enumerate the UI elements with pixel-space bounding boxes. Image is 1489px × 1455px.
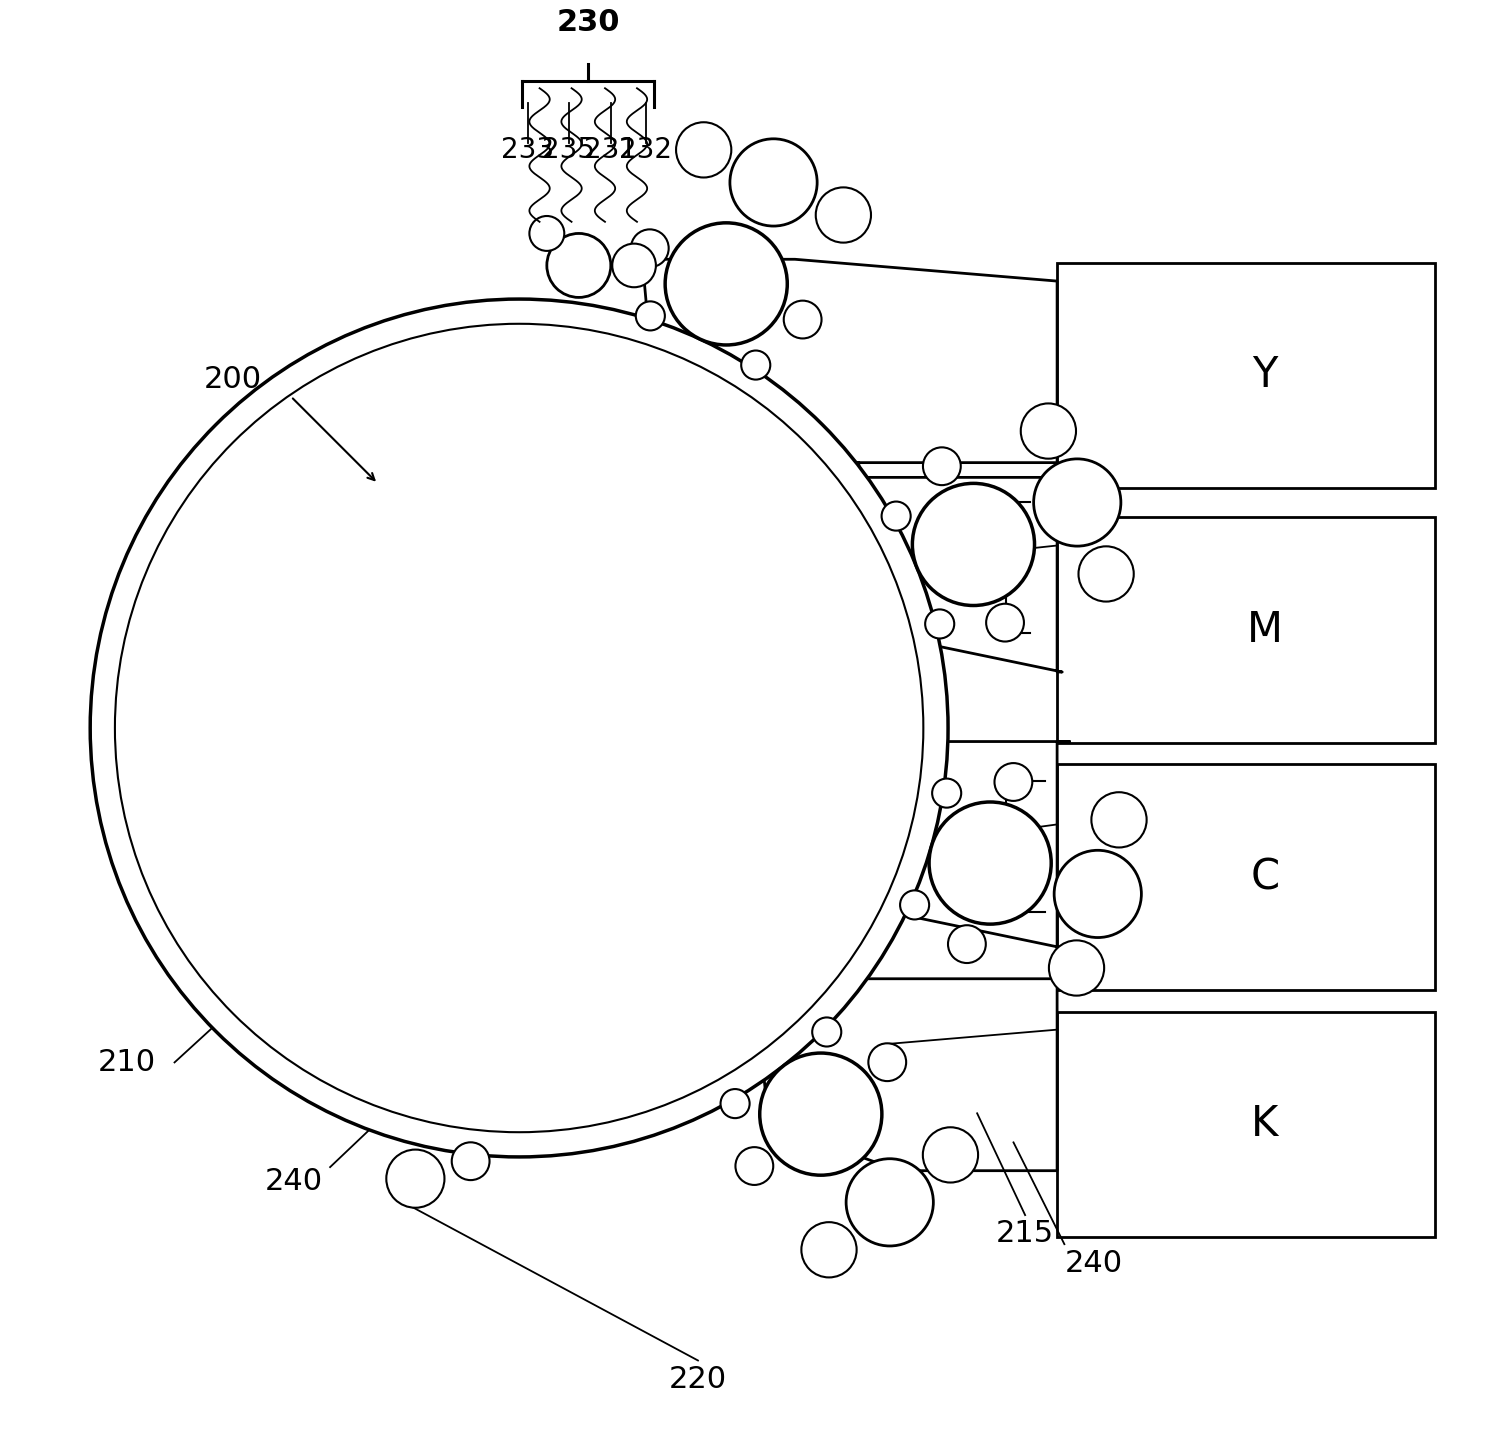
Circle shape — [986, 604, 1024, 642]
Circle shape — [1078, 546, 1133, 601]
Text: Y: Y — [1252, 355, 1278, 396]
Circle shape — [546, 233, 610, 297]
Text: 231: 231 — [584, 137, 637, 164]
Circle shape — [925, 610, 954, 639]
Circle shape — [759, 1053, 881, 1176]
Circle shape — [1091, 792, 1147, 847]
Text: 230: 230 — [557, 9, 619, 38]
Circle shape — [913, 483, 1035, 605]
Circle shape — [386, 1149, 444, 1208]
Text: K: K — [1251, 1103, 1279, 1145]
Circle shape — [783, 301, 822, 339]
Circle shape — [612, 243, 655, 287]
Circle shape — [923, 447, 960, 485]
Circle shape — [636, 301, 666, 330]
Text: 233: 233 — [502, 137, 554, 164]
Circle shape — [742, 351, 770, 380]
Text: 215: 215 — [996, 1219, 1054, 1248]
Circle shape — [1021, 403, 1077, 458]
Bar — [1057, 263, 1435, 487]
Circle shape — [932, 778, 962, 808]
Circle shape — [846, 1158, 934, 1245]
Circle shape — [801, 1222, 856, 1277]
Circle shape — [995, 762, 1032, 800]
Circle shape — [666, 223, 788, 345]
Circle shape — [91, 300, 948, 1157]
Circle shape — [676, 122, 731, 178]
Text: 235: 235 — [542, 137, 596, 164]
Circle shape — [1054, 850, 1142, 937]
Text: 220: 220 — [669, 1365, 727, 1394]
Circle shape — [730, 138, 817, 226]
Circle shape — [923, 1128, 978, 1183]
Circle shape — [1048, 940, 1105, 995]
Circle shape — [530, 215, 564, 250]
Circle shape — [1033, 458, 1121, 546]
Circle shape — [899, 890, 929, 920]
Circle shape — [948, 925, 986, 963]
Circle shape — [451, 1142, 490, 1180]
Circle shape — [721, 1088, 749, 1117]
Circle shape — [736, 1147, 773, 1184]
Circle shape — [816, 188, 871, 243]
Circle shape — [868, 1043, 907, 1081]
Bar — [1057, 1011, 1435, 1237]
Text: 200: 200 — [204, 365, 262, 393]
Bar — [1057, 517, 1435, 742]
Text: 232: 232 — [619, 137, 672, 164]
Circle shape — [929, 802, 1051, 924]
Circle shape — [812, 1017, 841, 1046]
Text: 240: 240 — [1065, 1248, 1123, 1277]
Circle shape — [115, 324, 923, 1132]
Circle shape — [881, 502, 911, 531]
Bar — [1057, 764, 1435, 989]
Circle shape — [631, 230, 669, 268]
Text: C: C — [1251, 856, 1279, 898]
Text: 210: 210 — [97, 1048, 156, 1077]
Text: M: M — [1246, 608, 1284, 650]
Text: 240: 240 — [265, 1167, 323, 1196]
